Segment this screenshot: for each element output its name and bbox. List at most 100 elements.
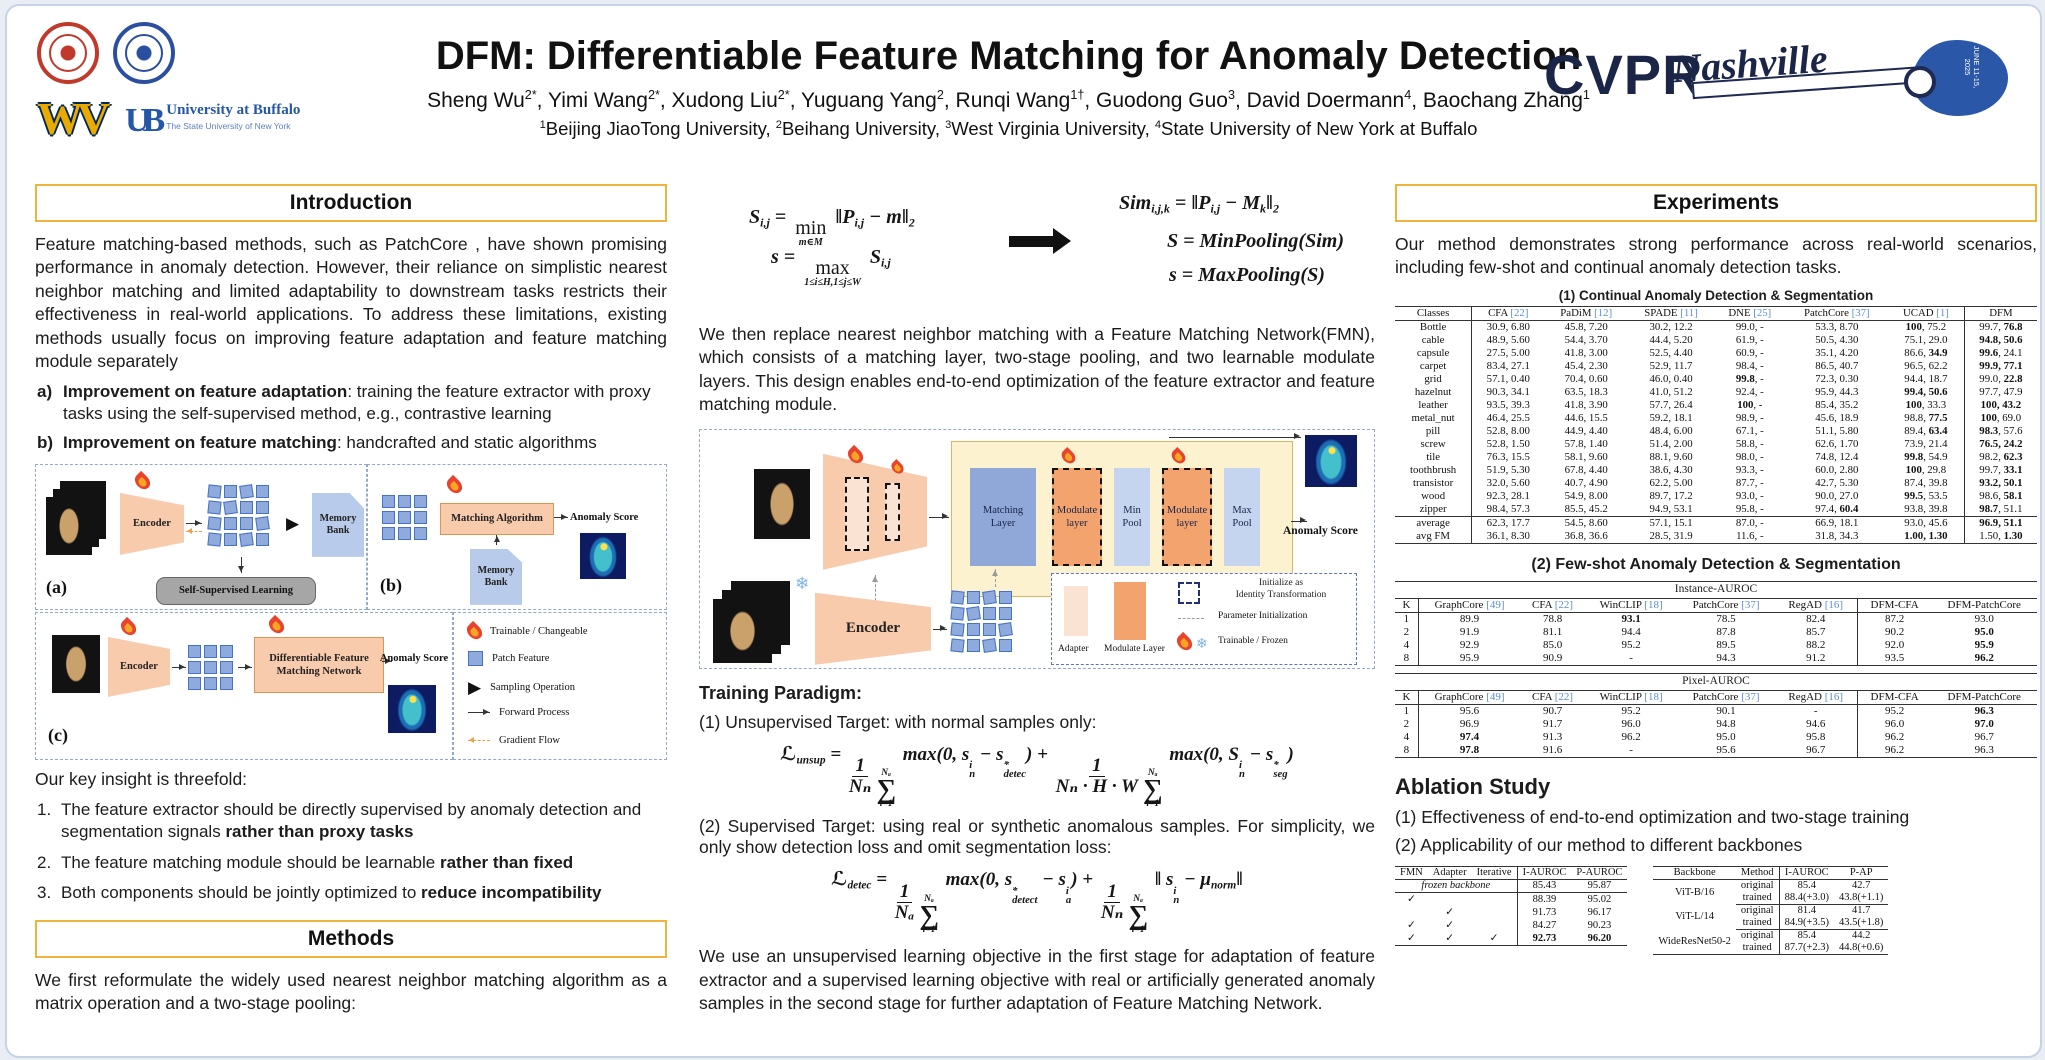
fmn-architecture-figure: Matching Layer Modulate layer Min Pool M… [699,428,1375,669]
table-cell: 94.3 [1716,652,1736,665]
param-init-arrow [871,574,878,601]
modulate-swatch [1114,581,1146,640]
table-cell: 92.9 [1459,639,1480,652]
matching-algorithm-label: Matching Algorithm [451,513,543,525]
table-cell: 85.4, 35.2 [1815,399,1859,412]
table-cell: WideResNet50-2 [1658,936,1731,948]
table-cell: 91.9 [1459,626,1480,639]
poster-title: DFM: Differentiable Feature Matching for… [435,34,1582,78]
table-cell: 93.1 [1621,613,1641,626]
table-cell: 90.1 [1716,705,1736,718]
encoder-block: Encoder [108,636,170,697]
table-cell: cable [1395,333,1473,347]
max-pool-block: Max Pool [1224,467,1260,566]
authors-line: Sheng Wu2*, Yimi Wang2*, Xudong Liu2*, Y… [427,88,1590,112]
table-row: 2 91.9 81.1 94.4 87.8 85.7 90.2 95.0 [1395,625,2037,639]
patch-feature-grid [382,494,427,540]
table-cell: 73.9, 21.4 [1888,437,1965,451]
table-cell: 95.02 [1587,893,1612,905]
legend-forward: Forward Process [499,706,570,718]
column-header: I-AUROC [1779,866,1834,880]
ablation-item-1: (1) Effectiveness of end-to-end optimiza… [1395,806,1910,827]
table-row: tile 76.3, 15.5 58.1, 9.60 88.1, 9.60 98.0, … [1395,450,2037,464]
table-cell: wood [1395,489,1473,503]
table-cell: 67.8, 4.40 [1564,464,1608,477]
anomaly-score-label: Anomaly Score [570,511,639,523]
table-cell: ✓ [1406,920,1416,932]
column-header: DFM-PatchCore [1931,598,2037,613]
memory-bank-block: Memory Bank [312,492,364,557]
table-cell: 82.4 [1774,612,1858,626]
insight-1-bold: rather than proxy tasks [225,822,414,842]
table-cell: 1.00, 1.30 [1888,529,1965,544]
column-header: CFA [22] [1520,690,1585,705]
table-cell: 62.6, 1.70 [1815,438,1859,451]
table-cell: 96.3 [1974,744,1994,757]
forward-arrow [382,657,392,664]
table-cell: 88.39 [1532,893,1557,905]
table-cell: 96.3 [1974,705,1994,718]
table-cell [1428,892,1472,906]
table-cell: 91.7 [1542,718,1563,731]
table-header-row: FMN Adapter Iterative I-AUROC P-AUROC [1395,866,1628,880]
legend-adapter: Adapter [1058,643,1089,654]
table-row: 8 95.9 90.9 - 94.3 91.2 93.5 96.2 [1395,651,2037,666]
table-cell: 46.0, 0.40 [1649,373,1693,386]
table-cell: 91.6 [1542,744,1563,757]
column-header: Adapter [1427,866,1472,880]
insight-2-num: 2. [37,852,52,872]
matching-layer-block: Matching Layer [970,467,1036,566]
column-header: I-AUROC [1517,866,1572,880]
encoder-label: Encoder [120,661,158,673]
table-cell: 89.5 [1716,639,1736,652]
table-cell: capsule [1395,346,1473,360]
table-cell [1395,906,1428,919]
table-cell: 62.2, 5.00 [1649,477,1693,490]
ssl-label: Self-Supervised Learning [178,585,294,597]
table-cell: 52.8, 1.50 [1486,438,1530,451]
table-cell: 98.8, 77.5 [1888,411,1965,425]
legend-gradient: Gradient Flow [499,734,560,746]
fmn-legend: Adapter Modulate Layer Initialize as Ide… [1051,572,1357,665]
column-header: K [1395,598,1419,613]
flame-icon [892,460,902,474]
table-cell: 91.2 [1774,651,1858,666]
matching-layer-label: Matching Layer [982,504,1024,529]
column-header: PatchCore [37] [1677,598,1775,613]
table-cell: 58.1, 9.60 [1564,451,1608,464]
table-cell: 84.9(+3.5) [1779,916,1834,930]
table-cell: tile [1395,450,1473,464]
introduction-heading: Introduction [35,184,667,222]
item-a-rest: : training the feature extractor with pr… [63,381,651,423]
table-cell: 88.4(+3.0) [1779,891,1834,905]
table-row: grid 57.1, 0.40 70.4, 0.60 46.0, 0.40 99.8, … [1395,372,2037,386]
table-cell: ✓ [1471,931,1518,946]
table-cell: 78.8 [1542,613,1563,626]
table-row: 1 95.6 90.7 95.2 90.1 - 95.2 96.3 [1395,704,2037,718]
table-cell: 99.8, - [1735,373,1764,386]
ablation-item-2: (2) Applicability of our method to diffe… [1395,834,1803,855]
table-cell: 98.4, - [1735,360,1764,373]
pixel-auroc-label: Pixel-AUROC [1395,672,2037,687]
table-cell: 51.1, 5.80 [1815,425,1859,438]
table-cell: 84.27 [1532,919,1557,931]
table-cell: leather [1395,398,1473,412]
table-cell: 99.9, 77.1 [1979,360,2023,373]
table-cell: 76.5, 24.2 [1979,438,2023,451]
table-cell: 57.1, 0.40 [1486,373,1530,386]
table-cell: metal_nut [1395,411,1473,425]
table-cell: 74.8, 12.4 [1815,451,1859,464]
forward-arrow [186,519,202,526]
table-cell: 100, - [1737,399,1763,412]
table-cell: trained [1735,916,1780,930]
table-cell: 85.43 [1517,879,1572,893]
flame-icon [448,477,461,494]
table-cell: 95.87 [1571,879,1628,893]
flame-icon [122,619,135,636]
snowflake-icon: ❄ [1196,634,1208,651]
patch-feature-grid [950,589,1013,653]
instance-auroc-label: Instance-AUROC [1395,580,2037,595]
table-cell: carpet [1395,359,1473,373]
table-cell: zipper [1395,502,1473,517]
